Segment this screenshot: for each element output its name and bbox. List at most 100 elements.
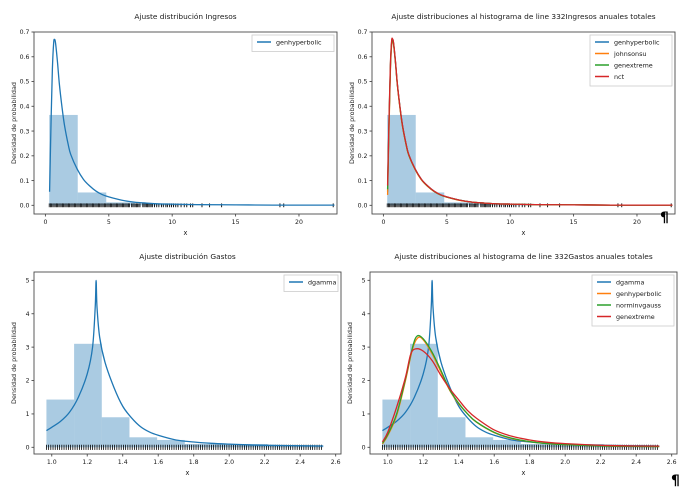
svg-text:0.5: 0.5 xyxy=(20,79,30,86)
y-axis-label: Densidad de probabilidad xyxy=(10,82,18,164)
plot-frame xyxy=(33,31,338,215)
svg-text:10: 10 xyxy=(168,219,176,226)
svg-text:0.3: 0.3 xyxy=(358,128,368,135)
svg-text:1.6: 1.6 xyxy=(153,459,163,466)
svg-text:2.4: 2.4 xyxy=(295,459,305,466)
svg-text:3: 3 xyxy=(362,344,366,351)
chart-ingresos-multi-fit-svg: 0 5 10 15 20 0.0 0.1 0.2 0.3 0.4 0.5 0.6 0.7 Ajuste d… xyxy=(348,12,676,237)
chart-ingresos-single-fit-svg: 0 5 10 15 20 0.0 0.1 0.2 0.3 0.4 0.5 0.6 0.7 Ajuste d… xyxy=(10,12,338,237)
svg-text:20: 20 xyxy=(633,219,641,226)
svg-text:0.2: 0.2 xyxy=(20,153,30,160)
svg-text:1.6: 1.6 xyxy=(489,459,499,466)
chart-title: Ajuste distribución Gastos xyxy=(139,252,236,261)
svg-text:2.6: 2.6 xyxy=(331,459,341,466)
svg-text:2: 2 xyxy=(362,378,366,385)
svg-text:2.6: 2.6 xyxy=(667,459,677,466)
svg-text:0: 0 xyxy=(26,445,30,452)
curve-dgamma xyxy=(46,279,324,447)
histogram-bars xyxy=(46,343,324,448)
legend-label: genextreme xyxy=(614,61,653,69)
legend-label: dgamma xyxy=(308,278,336,286)
chart-panel-ingresos-multi-fit: 0 5 10 15 20 0.0 0.1 0.2 0.3 0.4 0.5 0.6 0.7 Ajuste d… xyxy=(346,4,680,244)
x-axis-ticks: 1.0 1.2 1.4 1.6 1.8 2.0 2.2 2.4 2.6 xyxy=(383,454,677,466)
legend-label: genextreme xyxy=(616,313,655,321)
histogram-bars xyxy=(382,343,660,448)
svg-text:0.3: 0.3 xyxy=(20,128,30,135)
legend-label: norminvgauss xyxy=(616,301,662,309)
pilcrow-mark-top: ¶ xyxy=(660,210,669,226)
chart-title: Ajuste distribuciones al histograma de l… xyxy=(394,252,653,261)
chart-panel-gastos-multi-fit: 1.0 1.2 1.4 1.6 1.8 2.0 2.2 2.4 2.6 0 1 2 3 4 5 Ajuste … xyxy=(344,244,682,484)
plot-frame xyxy=(33,271,342,455)
legend-label: genhyperbolic xyxy=(616,290,662,298)
x-axis-label: x xyxy=(184,229,188,237)
histogram-bars xyxy=(387,114,673,206)
svg-text:0.4: 0.4 xyxy=(358,103,368,110)
chart-gastos-multi-fit-svg: 1.0 1.2 1.4 1.6 1.8 2.0 2.2 2.4 2.6 0 1 2 3 4 5 Ajuste … xyxy=(346,252,678,477)
curve-genextreme xyxy=(381,348,660,447)
svg-text:1.2: 1.2 xyxy=(418,459,428,466)
legend-label: genhyperbolic xyxy=(276,38,322,46)
x-axis-ticks: 1.0 1.2 1.4 1.6 1.8 2.0 2.2 2.4 2.6 xyxy=(47,454,341,466)
svg-text:2.2: 2.2 xyxy=(260,459,270,466)
chart-panel-gastos-single-fit: 1.0 1.2 1.4 1.6 1.8 2.0 2.2 2.4 2.6 0 1 2 3 4 5 Ajuste … xyxy=(8,244,346,484)
svg-text:0: 0 xyxy=(381,219,385,226)
x-axis-ticks: 0 5 10 15 20 xyxy=(381,214,641,226)
svg-text:0.4: 0.4 xyxy=(20,103,30,110)
svg-text:0.6: 0.6 xyxy=(20,54,30,61)
svg-text:5: 5 xyxy=(362,278,366,285)
x-axis-label: x xyxy=(522,469,526,477)
x-axis-ticks: 0 5 10 15 20 xyxy=(43,214,303,226)
svg-text:0.1: 0.1 xyxy=(358,178,368,185)
svg-text:20: 20 xyxy=(295,219,303,226)
x-axis-label: x xyxy=(522,229,526,237)
svg-text:0.0: 0.0 xyxy=(358,203,368,210)
svg-text:0.0: 0.0 xyxy=(20,203,30,210)
svg-text:1.2: 1.2 xyxy=(82,459,92,466)
y-axis-label: Densidad de probabilidad xyxy=(346,322,354,404)
chart-gastos-single-fit-svg: 1.0 1.2 1.4 1.6 1.8 2.0 2.2 2.4 2.6 0 1 2 3 4 5 Ajuste … xyxy=(10,252,342,477)
svg-text:1.4: 1.4 xyxy=(454,459,464,466)
svg-text:2.4: 2.4 xyxy=(631,459,641,466)
rug-marks xyxy=(48,203,334,208)
y-axis-ticks: 0.0 0.1 0.2 0.3 0.4 0.5 0.6 0.7 xyxy=(20,29,34,210)
svg-text:15: 15 xyxy=(570,219,578,226)
svg-text:0: 0 xyxy=(362,445,366,452)
legend-box: dgamma genhyperbolic norminvgauss genextrem… xyxy=(591,274,675,327)
histogram-bars xyxy=(49,114,335,206)
legend-box: genhyperbolic johnsonsu genextreme nct xyxy=(589,34,673,87)
svg-text:0.1: 0.1 xyxy=(20,178,30,185)
svg-text:0.7: 0.7 xyxy=(20,29,30,36)
svg-text:0.5: 0.5 xyxy=(358,79,368,86)
svg-text:1: 1 xyxy=(362,411,366,418)
svg-text:1.8: 1.8 xyxy=(525,459,535,466)
chart-panel-ingresos-single-fit: 0 5 10 15 20 0.0 0.1 0.2 0.3 0.4 0.5 0.6 0.7 Ajuste d… xyxy=(8,4,342,244)
legend-box: dgamma xyxy=(283,274,339,292)
chart-title: Ajuste distribución Ingresos xyxy=(134,12,236,21)
legend-box: genhyperbolic xyxy=(251,34,335,52)
svg-text:0: 0 xyxy=(43,219,47,226)
x-axis-label: x xyxy=(186,469,190,477)
rug-marks xyxy=(46,444,322,450)
svg-text:4: 4 xyxy=(362,311,366,318)
chart-title: Ajuste distribuciones al histograma de l… xyxy=(391,12,655,21)
svg-text:2.2: 2.2 xyxy=(596,459,606,466)
curve-nct xyxy=(386,37,673,206)
svg-text:0.7: 0.7 xyxy=(358,29,368,36)
svg-text:10: 10 xyxy=(506,219,514,226)
svg-text:1: 1 xyxy=(26,411,30,418)
svg-text:5: 5 xyxy=(26,278,30,285)
y-axis-ticks: 0 1 2 3 4 5 xyxy=(362,278,370,452)
svg-text:0.6: 0.6 xyxy=(358,54,368,61)
y-axis-ticks: 0.0 0.1 0.2 0.3 0.4 0.5 0.6 0.7 xyxy=(358,29,372,210)
y-axis-label: Densidad de probabilidad xyxy=(10,322,18,404)
legend-label: genhyperbolic xyxy=(614,38,660,46)
svg-text:2.0: 2.0 xyxy=(224,459,234,466)
svg-text:2: 2 xyxy=(26,378,30,385)
pilcrow-mark-bottom: ¶ xyxy=(671,473,680,489)
svg-text:0.2: 0.2 xyxy=(358,153,368,160)
svg-text:1.4: 1.4 xyxy=(118,459,128,466)
svg-text:5: 5 xyxy=(107,219,111,226)
svg-text:1.0: 1.0 xyxy=(383,459,393,466)
